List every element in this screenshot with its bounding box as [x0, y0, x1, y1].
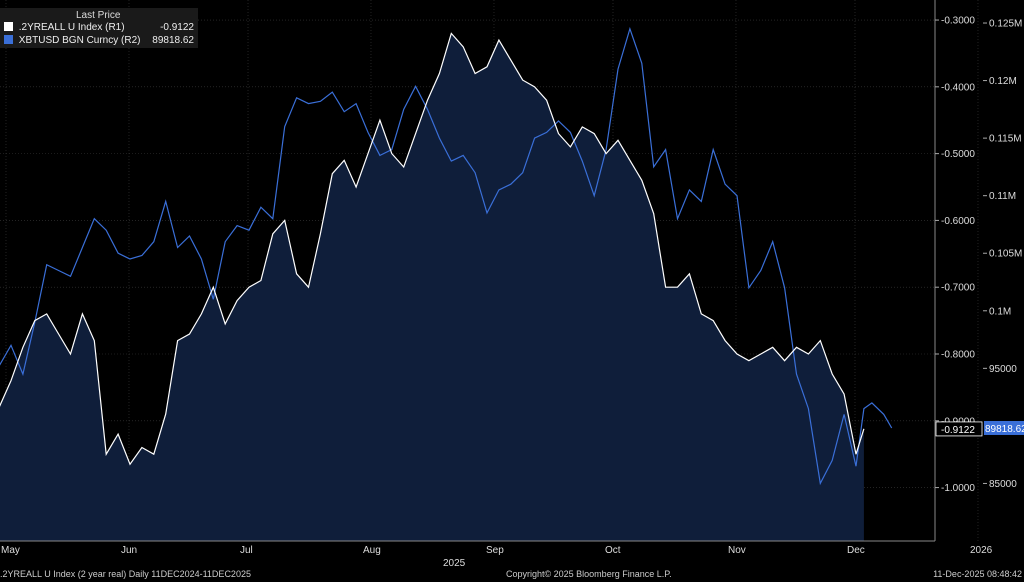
axes: -0.3000 -0.4000 -0.5000 -0.6000 -0.7000 -0.80… — [0, 0, 1024, 569]
legend-value-r1: -0.9122 — [160, 22, 194, 33]
footer-right: 11-Dec-2025 08:48:42 — [933, 569, 1022, 579]
legend-header: Last Price — [76, 10, 121, 21]
footer-center: Copyright© 2025 Bloomberg Finance L.P. — [506, 569, 672, 579]
r1-tick-label: -0.8000 — [941, 349, 975, 360]
legend-label-r2: XBTUSD BGN Curncy (R2) — [18, 35, 141, 46]
r2-tick-label: 85000 — [989, 479, 1017, 490]
r1-tick-label: -0.4000 — [941, 82, 975, 93]
x-tick-label: Nov — [728, 545, 746, 556]
x-tick-label: Oct — [605, 545, 621, 556]
r1-tick-label: -0.6000 — [941, 216, 975, 227]
last-value-r2: 89818.62 — [985, 424, 1024, 435]
r2-tick-label: 0.125M — [989, 19, 1022, 30]
x-year-label: 2025 — [443, 558, 466, 569]
last-value-tag-r1 — [935, 421, 983, 437]
r1-tick-label: -0.3000 — [941, 16, 975, 27]
x-tick-label: May — [1, 545, 20, 556]
last-value-r1: -0.9122 — [941, 425, 975, 436]
r2-tick-label: 95000 — [989, 364, 1017, 375]
x-tick-label: 2026 — [970, 545, 993, 556]
r1-area-fill — [0, 33, 864, 541]
legend-swatch-r2 — [4, 35, 13, 44]
legend-row-r2: XBTUSD BGN Curncy (R2) 89818.62 — [4, 34, 194, 47]
x-tick-label: Jul — [240, 545, 253, 556]
r1-tick-label: -0.7000 — [941, 283, 975, 294]
2yreall-line — [0, 32, 865, 466]
footer-left: .2YREALL U Index (2 year real) Daily 11D… — [0, 569, 251, 579]
r2-tick-label: 0.105M — [989, 249, 1022, 260]
r2-tick-label: 0.11M — [989, 191, 1016, 202]
x-tick-label: Aug — [363, 545, 381, 556]
legend-label-r1: .2YREALL U Index (R1) — [18, 22, 125, 33]
legend-value-r2: 89818.62 — [152, 35, 194, 46]
r1-tick-label: -1.0000 — [941, 483, 975, 494]
last-value-tag-r2 — [984, 420, 1024, 435]
r2-tick-label: 0.12M — [989, 76, 1017, 87]
xbtusd-line — [0, 26, 893, 486]
legend-swatch-r1 — [4, 22, 13, 31]
r2-tick-label: 0.115M — [989, 134, 1022, 145]
x-tick-label: Jun — [121, 545, 137, 556]
x-tick-label: Dec — [847, 545, 865, 556]
x-tick-label: Sep — [486, 545, 504, 556]
legend-row-r1: .2YREALL U Index (R1) -0.9122 — [4, 21, 194, 34]
legend: Last Price .2YREALL U Index (R1) -0.9122… — [0, 8, 198, 48]
r2-tick-label: 0.1M — [989, 306, 1011, 317]
r1-tick-label: -0.5000 — [941, 149, 975, 160]
